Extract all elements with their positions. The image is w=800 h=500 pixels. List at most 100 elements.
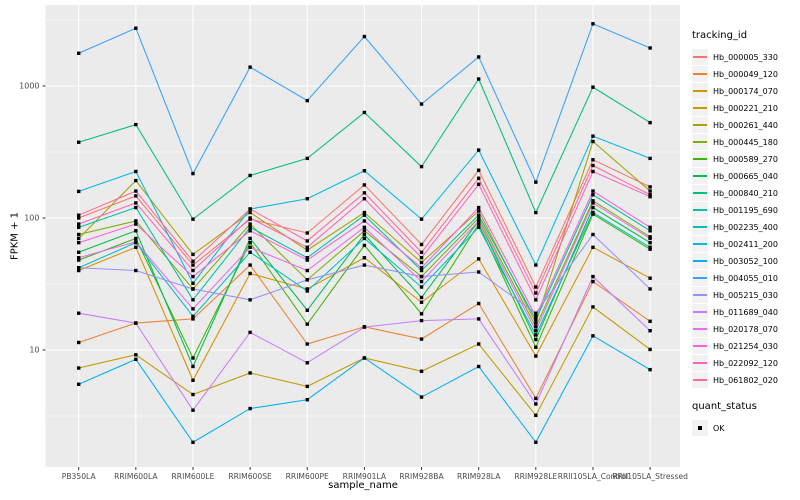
data-point	[476, 225, 481, 230]
data-point	[77, 250, 81, 254]
legend-line-sample	[693, 107, 707, 109]
data-point	[77, 266, 81, 270]
legend-title-tracking-id: tracking_id	[692, 30, 748, 41]
data-point	[534, 345, 538, 349]
x-tick-label: RRIM928BA	[399, 472, 444, 481]
y-tick-label: 100	[24, 214, 39, 223]
data-point	[77, 236, 81, 241]
data-point	[476, 219, 481, 223]
data-point	[191, 298, 195, 302]
data-point	[534, 333, 538, 337]
data-point	[648, 329, 652, 333]
legend-line-sample	[693, 226, 707, 228]
data-point	[77, 216, 81, 220]
data-point	[248, 271, 252, 276]
legend-key-swatch	[692, 168, 708, 184]
data-point	[419, 217, 424, 221]
legend-item-Hb_020178_070: Hb_020178_070	[692, 321, 800, 337]
gridlines	[45, 5, 680, 467]
data-point	[591, 139, 595, 144]
data-point	[134, 201, 138, 205]
legend-line-sample	[693, 56, 707, 58]
data-point	[305, 98, 309, 103]
data-point	[305, 361, 309, 365]
data-point	[534, 321, 538, 325]
legend-line-sample	[693, 311, 707, 313]
legend-item-label: Hb_011689_040	[713, 307, 778, 317]
legend-item-Hb_002411_200: Hb_002411_200	[692, 236, 800, 252]
legend-item-label: Hb_000589_270	[713, 154, 778, 164]
data-point	[591, 134, 595, 138]
data-point	[134, 353, 138, 357]
data-point	[362, 110, 367, 115]
data-point	[248, 263, 252, 267]
legend-line-sample	[693, 175, 707, 177]
data-point	[476, 168, 481, 172]
data-point	[248, 240, 252, 245]
data-point	[305, 231, 309, 235]
legend-key-swatch	[692, 372, 708, 388]
data-point	[77, 240, 81, 245]
data-point	[77, 268, 81, 273]
legend-item-label: Hb_000665_040	[713, 171, 778, 181]
data-point	[419, 102, 424, 106]
data-point	[362, 356, 367, 360]
data-point	[248, 173, 252, 178]
data-point	[534, 291, 538, 295]
quant-status-items: OK	[692, 420, 800, 436]
data-point	[419, 256, 424, 260]
data-point	[248, 225, 252, 230]
data-point	[305, 197, 309, 201]
data-point	[134, 219, 138, 223]
data-point	[648, 276, 652, 280]
legend-item-Hb_000005_330: Hb_000005_330	[692, 49, 800, 65]
legend-line-sample	[693, 260, 707, 262]
data-point	[534, 263, 538, 267]
data-point	[648, 193, 652, 197]
data-point	[305, 268, 309, 273]
legend-item-Hb_000589_270: Hb_000589_270	[692, 151, 800, 167]
data-point	[476, 270, 481, 274]
data-point	[362, 191, 367, 195]
legend-key-swatch	[692, 270, 708, 286]
legend-key-swatch	[692, 202, 708, 218]
data-point	[591, 279, 595, 284]
data-point	[476, 205, 481, 210]
legend-item-Hb_000261_440: Hb_000261_440	[692, 117, 800, 133]
data-point	[305, 287, 309, 291]
legend-line-sample	[693, 90, 707, 92]
data-point	[77, 256, 81, 260]
data-point	[362, 197, 367, 201]
data-point	[191, 171, 195, 176]
data-point	[77, 340, 81, 345]
data-point	[77, 382, 81, 386]
data-point	[476, 182, 481, 187]
x-tick-label: RRIM928LE	[514, 472, 557, 481]
legend-key-swatch	[692, 83, 708, 99]
axis-tick-labels: 10 100 1000 PB350LA RRIM600LA RRIM600LE RRIM60…	[19, 82, 688, 481]
x-tick-label: RRIM600SE	[228, 472, 272, 481]
x-tick-label: RRIM901LA	[343, 472, 387, 481]
data-point	[648, 319, 652, 323]
legend-line-sample	[693, 158, 707, 160]
legend-key-swatch	[692, 287, 708, 303]
legend-item-label: Hb_022092_120	[713, 358, 778, 368]
data-point	[305, 308, 309, 312]
data-point	[419, 260, 424, 265]
data-point	[534, 311, 538, 315]
data-point	[191, 281, 195, 286]
data-point	[362, 169, 367, 173]
data-point	[362, 225, 367, 230]
data-point	[134, 189, 138, 193]
data-point	[362, 243, 367, 248]
data-point	[191, 356, 195, 360]
legend-item-Hb_005215_030: Hb_005215_030	[692, 287, 800, 303]
quant-status-item-ok: OK	[692, 420, 800, 436]
legend-item-label: Hb_002411_200	[713, 239, 778, 249]
data-point	[134, 205, 138, 210]
data-point	[476, 55, 481, 59]
legend-item-Hb_003052_100: Hb_003052_100	[692, 253, 800, 269]
data-point	[534, 298, 538, 302]
quant-status-key-swatch	[692, 420, 708, 436]
data-point	[134, 229, 138, 233]
